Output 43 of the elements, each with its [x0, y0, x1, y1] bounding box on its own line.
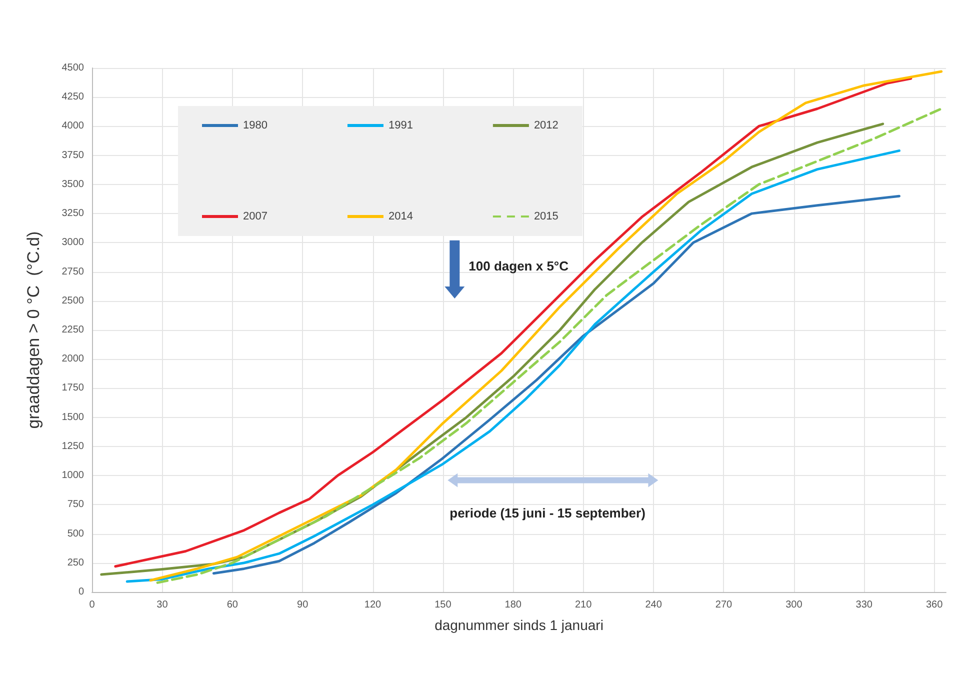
x-tick-label: 270 [715, 600, 733, 610]
y-tick-label: 250 [67, 557, 84, 568]
y-tick-label: 4500 [62, 62, 84, 74]
x-tick-label: 90 [297, 600, 309, 610]
y-tick-label: 1250 [62, 440, 84, 452]
x-tick-label: 120 [364, 600, 382, 610]
y-tick-label: 1750 [62, 382, 84, 394]
y-tick-label: 2000 [62, 354, 84, 365]
y-tick-label: 2750 [62, 266, 84, 278]
x-tick-label: 240 [645, 600, 662, 610]
y-tick-label: 3750 [62, 150, 84, 161]
x-tick-label: 0 [89, 600, 96, 610]
x-axis-title: dagnummer sinds 1 januari [434, 617, 604, 633]
y-axis-title: graaddagen > 0 °C (°C.d) [24, 231, 43, 429]
legend-label: 1980 [243, 120, 268, 132]
line-series [212, 194, 900, 575]
annotation: 100 dagen x 5°C [468, 258, 570, 274]
legend-label: 2012 [534, 120, 558, 132]
y-tick-label: 2250 [62, 324, 84, 336]
x-tick-label: 180 [504, 600, 522, 610]
x-tick-label: 360 [926, 600, 944, 610]
x-tick-label: 30 [156, 600, 168, 610]
y-tick-label: 1500 [62, 412, 84, 423]
y-tick-label: 3250 [62, 208, 84, 220]
x-tick-label: 300 [786, 600, 803, 610]
legend-label: 2015 [534, 210, 558, 222]
legend-label: 2007 [243, 210, 268, 222]
y-tick-label: 4250 [62, 92, 84, 103]
y-tick-label: 1000 [62, 470, 84, 482]
y-tick-label: 500 [67, 528, 84, 540]
x-tick-label: 150 [434, 600, 452, 610]
y-tick-label: 750 [67, 499, 84, 510]
x-tick-label: 210 [575, 600, 592, 610]
y-tick-label: 3500 [62, 178, 84, 190]
y-tick-label: 4000 [62, 120, 84, 132]
annotation: periode (15 juni - 15 september) [450, 505, 646, 520]
x-tick-label: 60 [226, 600, 238, 610]
legend-label: 1991 [388, 120, 413, 132]
legend-label: 2014 [388, 210, 413, 222]
x-tick-label: 330 [856, 600, 873, 610]
y-tick-label: 0 [78, 586, 84, 598]
y-tick-label: 2500 [62, 295, 84, 306]
y-tick-label: 3000 [62, 237, 84, 248]
